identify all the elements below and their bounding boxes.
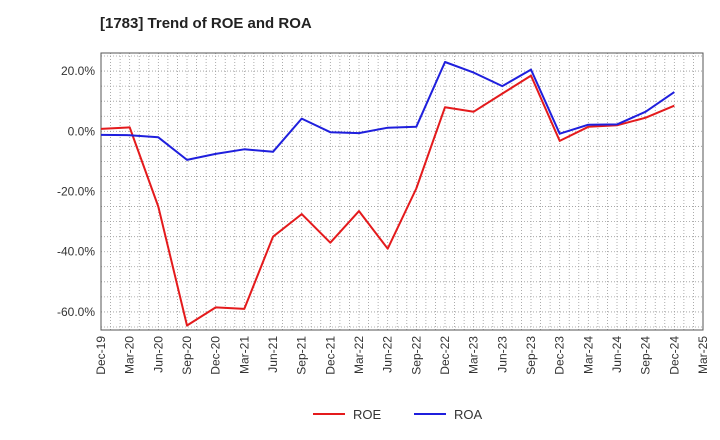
chart-title: [1783] Trend of ROE and ROA [100,15,312,32]
grid-lines [100,53,704,330]
legend-label-roa: ROA [454,407,483,422]
x-tick-label: Mar-20 [123,336,137,374]
y-tick-label: -40.0% [57,245,95,259]
y-tick-label: 0.0% [68,124,96,138]
y-tick-label: 20.0% [61,64,95,78]
x-tick-label: Dec-21 [323,336,337,375]
x-tick-label: Mar-21 [237,336,251,374]
y-tick-label: -60.0% [57,305,95,319]
legend: ROE ROA [313,407,483,422]
x-tick-label: Jun-21 [266,336,280,373]
x-tick-label: Jun-22 [381,336,395,373]
plot-frame [100,52,704,331]
x-tick-label: Dec-23 [553,336,567,375]
x-tick-label: Sep-23 [524,336,538,375]
x-axis: Dec-19 Mar-20 Jun-20 Sep-20 Dec-20 Mar-21 Jun-… [94,336,710,375]
x-tick-label: Mar-24 [581,336,595,374]
x-tick-label: Sep-21 [295,336,309,375]
legend-label-roe: ROE [353,407,382,422]
x-tick-label: Jun-23 [495,336,509,373]
x-tick-label: Mar-23 [467,336,481,374]
x-tick-label: Mar-25 [696,336,710,374]
x-tick-label: Dec-20 [209,336,223,375]
y-axis: 20.0% 0.0% -20.0% -40.0% -60.0% [57,64,95,319]
x-tick-label: Mar-22 [352,336,366,374]
x-tick-label: Dec-19 [94,336,108,375]
series-line-roe [100,74,675,327]
x-tick-label: Dec-22 [438,336,452,375]
x-tick-label: Sep-20 [180,336,194,375]
x-tick-label: Jun-20 [151,336,165,373]
series-lines [100,61,675,327]
x-tick-label: Sep-22 [409,336,423,375]
x-tick-label: Jun-24 [610,336,624,373]
x-tick-label: Sep-24 [639,336,653,375]
series-line-roa [100,61,675,161]
x-tick-label: Dec-24 [667,336,681,375]
y-tick-label: -20.0% [57,185,95,199]
